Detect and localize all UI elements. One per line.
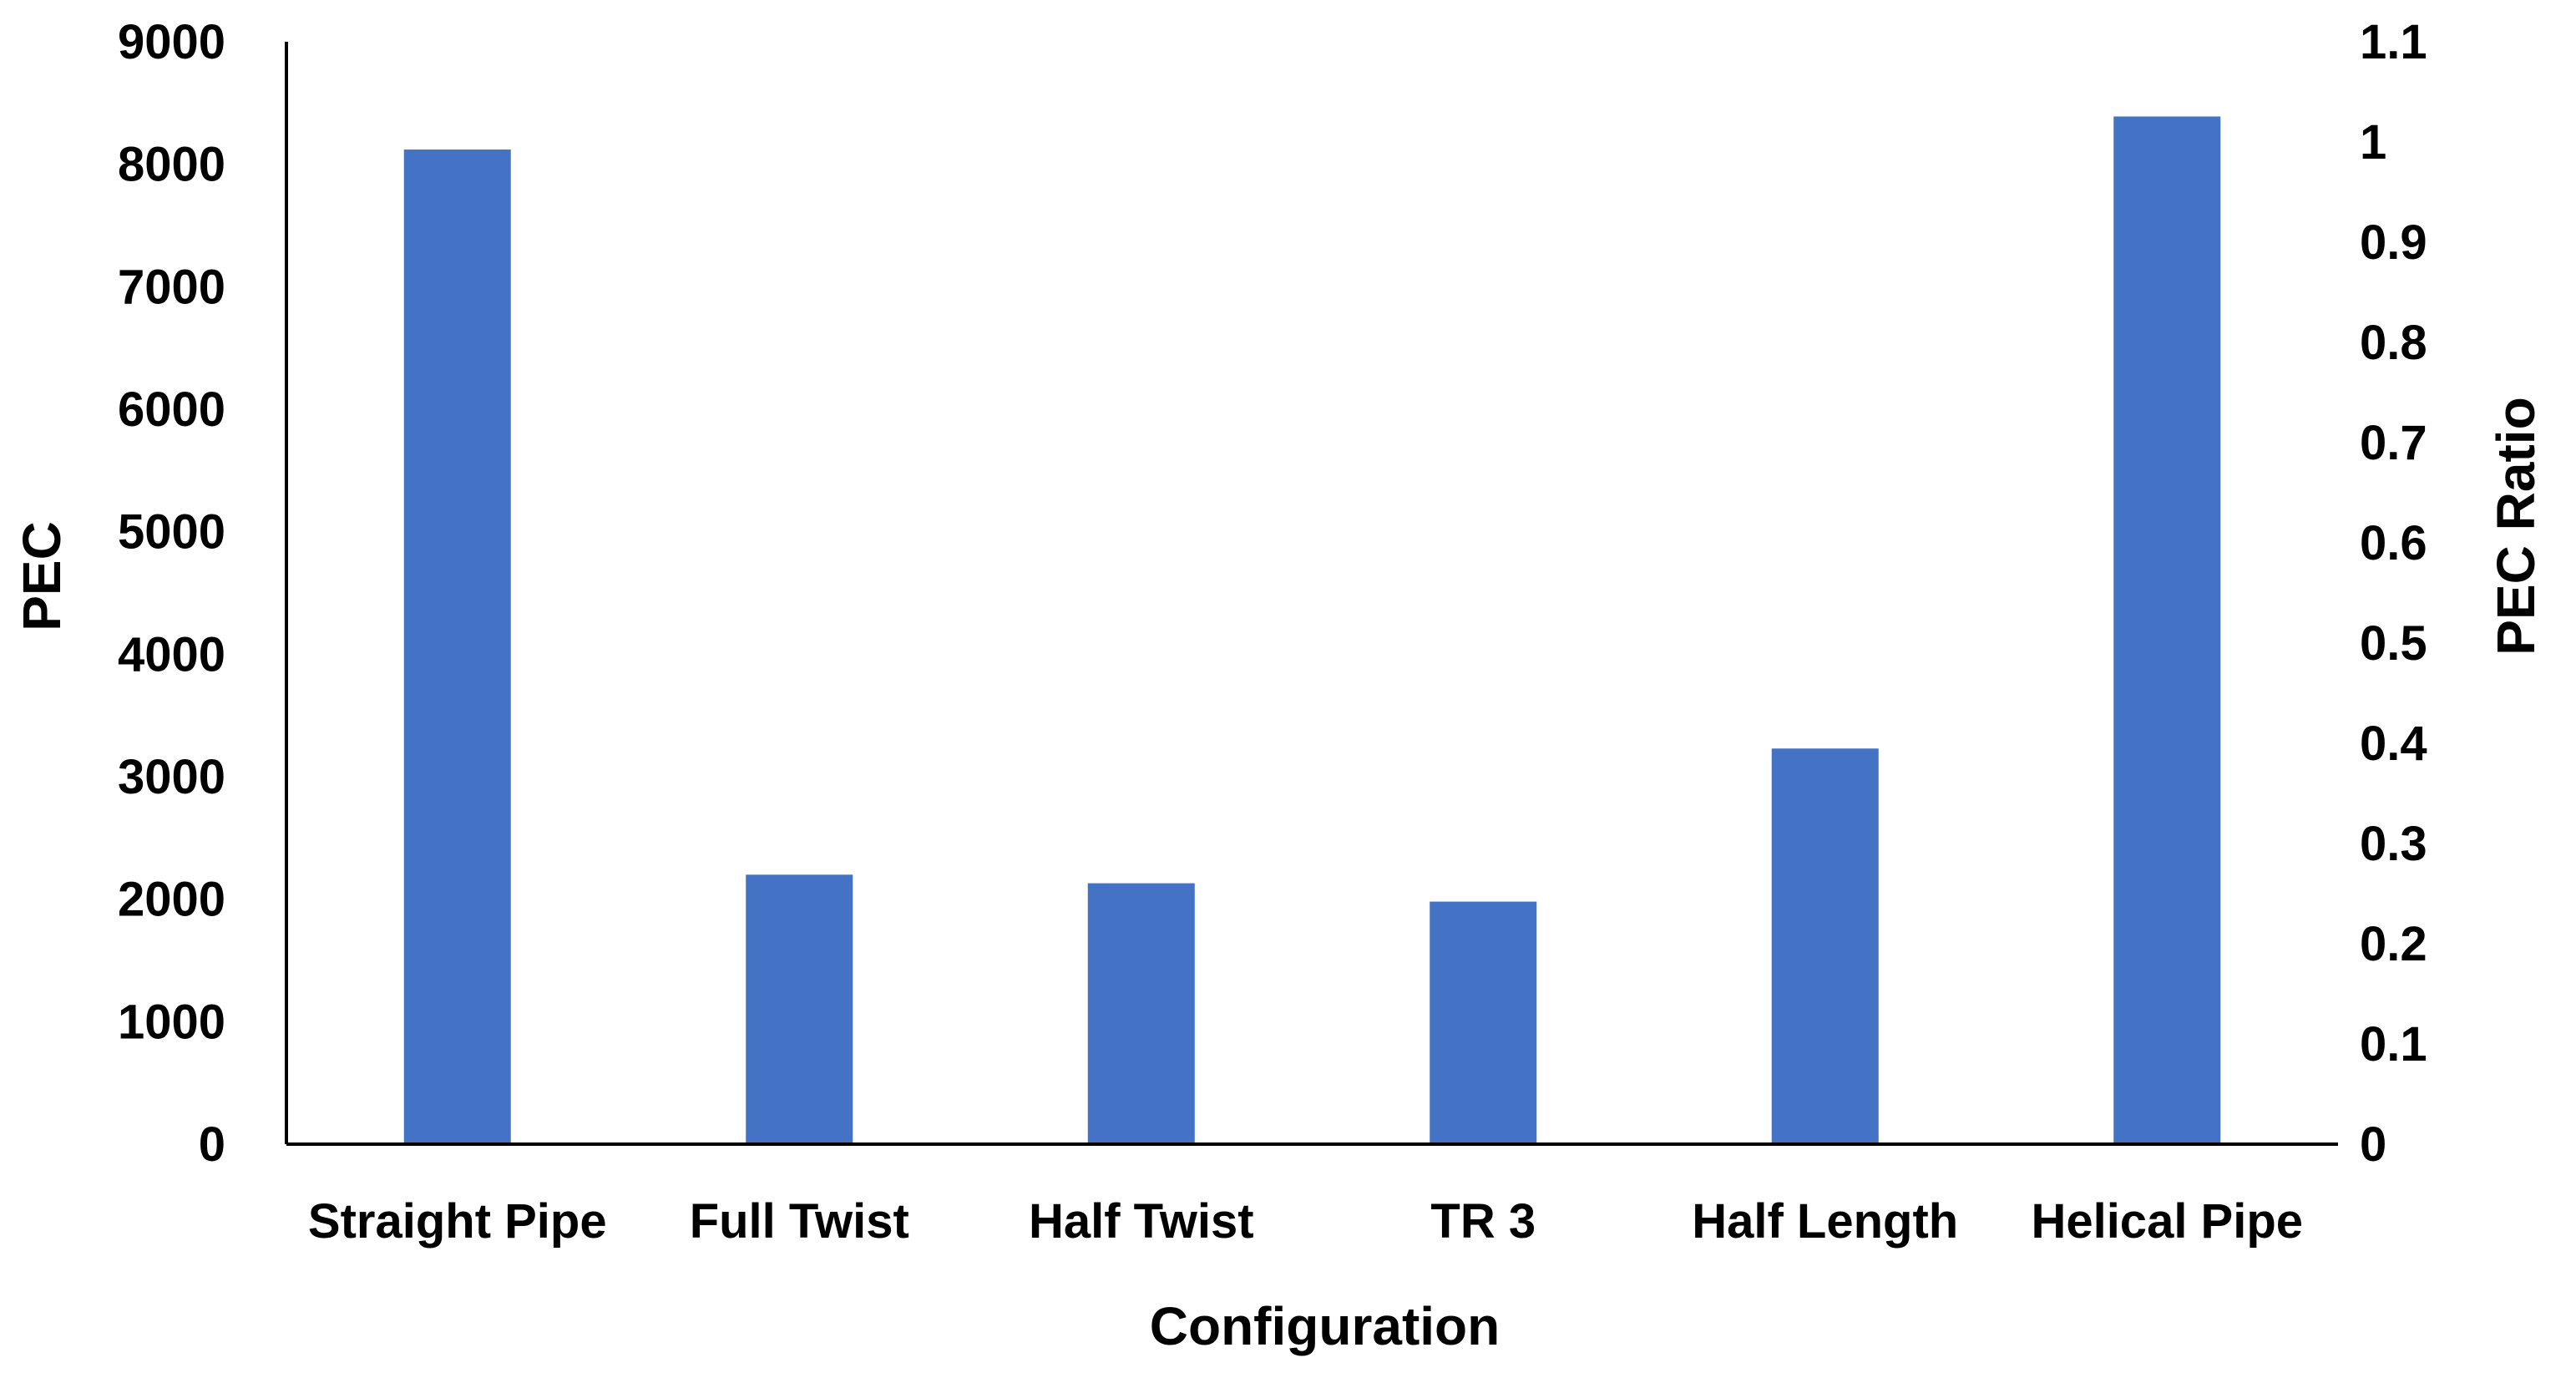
- y2-tick-label: 0.1: [2360, 1017, 2427, 1071]
- bar-half-twist: [1087, 883, 1195, 1144]
- y-tick-label: 7000: [118, 260, 225, 314]
- y2-axis-title: PEC Ratio: [2486, 397, 2546, 655]
- x-tick-label: Helical Pipe: [2031, 1194, 2303, 1249]
- y2-tick-label: 0.7: [2360, 416, 2427, 470]
- x-tick-label: TR 3: [1430, 1194, 1536, 1249]
- y2-tick-label: 0: [2360, 1117, 2386, 1172]
- x-tick-label: Half Length: [1692, 1194, 1958, 1249]
- y2-tick-label: 0.2: [2360, 917, 2427, 971]
- y-axis-title: PEC: [12, 521, 72, 631]
- y2-tick-label: 1.1: [2360, 15, 2427, 69]
- y-tick-label: 4000: [118, 627, 225, 681]
- y-tick-label: 3000: [118, 750, 225, 804]
- bar-straight-pipe: [403, 149, 511, 1145]
- y2-tick-label: 0.5: [2360, 616, 2427, 671]
- y-tick-label: 6000: [118, 382, 225, 437]
- y2-tick-label: 0.3: [2360, 817, 2427, 871]
- y-tick-label: 5000: [118, 505, 225, 560]
- y2-tick-label: 0.6: [2360, 516, 2427, 570]
- y-tick-label: 2000: [118, 873, 225, 927]
- x-tick-label: Full Twist: [690, 1194, 909, 1249]
- y-tick-label: 8000: [118, 138, 225, 192]
- y-tick-label: 1000: [118, 995, 225, 1049]
- y2-tick-labels: 0 0.1 0.2 0.3 0.4 0.5 0.6 0.7 0.8 0.9 1 1.1: [2360, 15, 2427, 1172]
- x-tick-label: Half Twist: [1029, 1194, 1254, 1249]
- bar-full-twist: [746, 874, 853, 1144]
- bar-helical-pipe: [2113, 116, 2221, 1144]
- y2-tick-label: 0.4: [2360, 717, 2427, 771]
- y-tick-labels: 0 1000 2000 3000 4000 5000 6000 7000 8000 9000: [118, 15, 225, 1172]
- bar-tr-3: [1430, 901, 1537, 1144]
- y-tick-label: 9000: [118, 15, 225, 69]
- x-tick-labels: Straight Pipe Full Twist Half Twist TR 3 Hal…: [308, 1194, 2303, 1249]
- x-axis-title: Configuration: [1150, 1296, 1500, 1356]
- bar-half-length: [1771, 748, 1879, 1144]
- y2-tick-label: 0.8: [2360, 316, 2427, 370]
- bars-layer: [403, 116, 2221, 1145]
- y2-tick-label: 0.9: [2360, 215, 2427, 270]
- y2-tick-label: 1: [2360, 115, 2386, 170]
- x-tick-label: Straight Pipe: [308, 1194, 607, 1249]
- y-tick-label: 0: [199, 1117, 225, 1172]
